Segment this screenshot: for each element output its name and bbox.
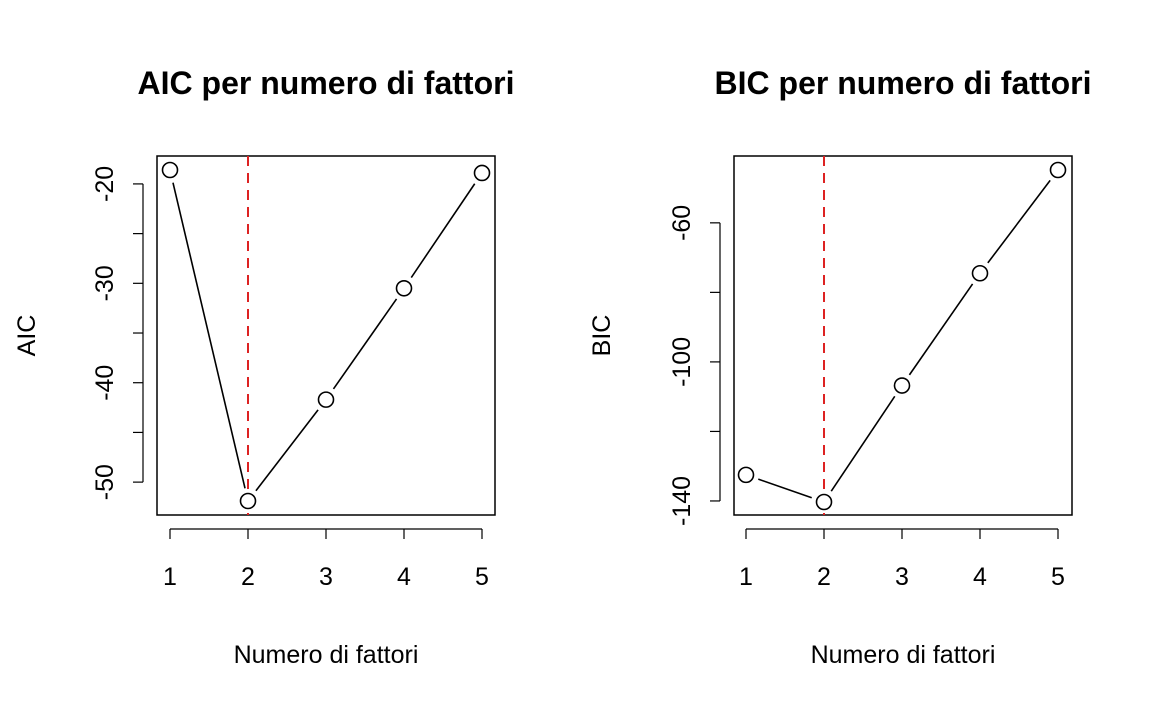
y-tick-label: -60 <box>668 205 696 241</box>
series-segment <box>172 182 246 489</box>
x-tick-label: 4 <box>973 563 987 591</box>
chart-panel-1: AIC per numero di fattori 1 2 3 4 5 -50 -40 -30 -… <box>13 65 514 669</box>
data-point <box>161 161 179 179</box>
plot-frame <box>733 155 1073 516</box>
x-tick-label: 1 <box>163 563 177 591</box>
data-point <box>239 492 257 510</box>
chart-panel-2: BIC per numero di fattori 1 2 3 4 5 -140 -100 -6… <box>588 65 1091 669</box>
data-point <box>971 264 989 282</box>
plot-frame <box>156 155 496 516</box>
data-point <box>737 466 755 484</box>
series-segment <box>908 283 974 376</box>
data-point <box>317 391 335 408</box>
y-tick-label: -140 <box>668 476 696 526</box>
chart-title: BIC per numero di fattori <box>715 65 1092 101</box>
x-axis-label: Numero di fattori <box>811 641 996 669</box>
y-tick-label: -20 <box>91 166 119 202</box>
x-tick-label: 4 <box>397 563 411 591</box>
data-point <box>395 279 413 297</box>
x-tick-label: 5 <box>475 563 489 591</box>
x-tick-label: 1 <box>739 563 753 591</box>
x-tick-label: 5 <box>1051 563 1065 591</box>
y-tick-label: -30 <box>91 265 119 301</box>
y-tick-label: -40 <box>91 365 119 401</box>
series-segment <box>987 179 1051 264</box>
x-tick-label: 2 <box>241 563 255 591</box>
data-point <box>893 377 911 394</box>
y-axis-label: BIC <box>588 315 616 357</box>
series-segment <box>332 298 398 390</box>
x-tick-label: 3 <box>319 563 333 591</box>
x-tick-label: 2 <box>817 563 831 591</box>
series-segment <box>410 183 476 278</box>
data-point <box>1049 161 1067 179</box>
y-axis-label: AIC <box>13 315 41 357</box>
x-tick-label: 3 <box>895 563 909 591</box>
data-point <box>473 164 491 182</box>
x-axis-label: Numero di fattori <box>234 641 419 669</box>
series-segment <box>758 478 812 499</box>
series-segment <box>830 395 896 492</box>
chart-title: AIC per numero di fattori <box>138 65 515 101</box>
y-tick-label: -100 <box>668 337 696 387</box>
series-segment <box>255 409 319 492</box>
y-tick-label: -50 <box>91 464 119 500</box>
data-point <box>815 493 833 511</box>
